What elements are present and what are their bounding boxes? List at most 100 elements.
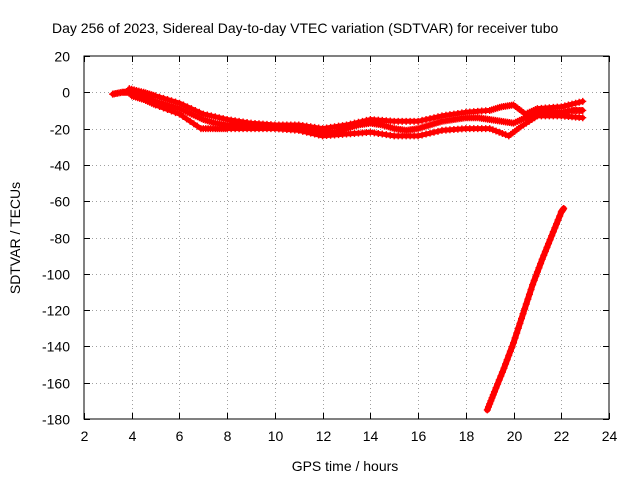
x-tick-label: 2: [81, 428, 89, 444]
data-point: [514, 324, 522, 332]
data-point: [489, 126, 497, 134]
data-point: [540, 251, 548, 259]
data-point: [195, 108, 203, 116]
x-tick-label: 4: [129, 428, 137, 444]
data-point: [211, 113, 219, 121]
y-tick-label: -60: [50, 194, 70, 210]
data-point: [554, 216, 562, 224]
series-2: [128, 92, 587, 140]
data-point: [175, 110, 183, 118]
data-point: [494, 380, 502, 388]
data-point: [152, 101, 160, 109]
y-tick-label: -140: [42, 339, 70, 355]
data-point: [560, 204, 568, 212]
data-point: [545, 240, 553, 248]
data-point: [203, 111, 211, 119]
data-point: [418, 131, 426, 139]
x-tick-label: 14: [363, 428, 379, 444]
data-point: [486, 125, 494, 133]
data-point: [307, 129, 315, 137]
data-point: [434, 127, 442, 135]
data-point: [492, 384, 500, 392]
y-axis-label: SDTVAR / TECUs: [7, 182, 23, 294]
data-point: [541, 247, 549, 255]
data-point: [549, 228, 557, 236]
data-point: [533, 268, 541, 276]
data-point: [303, 128, 311, 136]
data-point: [516, 319, 524, 327]
x-tick-label: 22: [554, 428, 570, 444]
data-point: [160, 94, 168, 102]
data-point: [315, 131, 323, 139]
data-point: [529, 281, 537, 289]
data-point: [579, 97, 587, 105]
data-point: [495, 376, 503, 384]
data-point: [551, 224, 559, 232]
series-1: [125, 85, 587, 133]
data-point: [532, 272, 540, 280]
data-point: [168, 97, 175, 105]
y-tick-label: 0: [62, 85, 70, 101]
y-tick-label: -40: [50, 158, 70, 174]
data-point: [191, 106, 199, 114]
y-tick-label: -20: [50, 122, 70, 138]
y-tick-label: 20: [54, 49, 70, 65]
data-point: [187, 105, 195, 113]
data-point: [215, 114, 223, 122]
data-point: [575, 98, 583, 106]
data-point: [495, 128, 503, 136]
data-point: [164, 96, 172, 104]
data-point: [186, 117, 194, 125]
data-point: [498, 129, 506, 137]
data-point: [537, 260, 545, 268]
data-point: [564, 101, 572, 109]
data-point: [522, 300, 530, 308]
data-point: [207, 112, 215, 120]
data-point: [358, 117, 366, 125]
data-point: [521, 305, 529, 313]
data-point: [434, 113, 442, 121]
data-point: [430, 114, 438, 122]
data-point: [568, 100, 576, 108]
data-point: [506, 347, 514, 355]
data-point: [503, 356, 511, 364]
data-point: [160, 104, 168, 112]
data-point: [557, 103, 565, 111]
data-point: [510, 339, 518, 347]
data-point: [362, 116, 370, 124]
x-tick-label: 16: [411, 428, 427, 444]
data-point: [183, 115, 191, 123]
data-point: [538, 255, 546, 263]
data-point: [500, 364, 508, 372]
y-tick-label: -180: [42, 412, 70, 428]
y-tick-label: -80: [50, 231, 70, 247]
data-point: [422, 116, 430, 124]
x-tick-label: 12: [316, 428, 332, 444]
ticks: 2 4 6 8 10 12 14 16 18 20 22 24200-20-40-60-80-100-…: [42, 49, 618, 445]
x-tick-label: 18: [459, 428, 475, 444]
data-point: [343, 121, 350, 129]
data-point: [524, 295, 532, 303]
data-point: [430, 128, 438, 136]
data-point: [422, 130, 430, 138]
x-tick-label: 10: [268, 428, 284, 444]
data-point: [168, 107, 175, 115]
data-point: [527, 286, 535, 294]
data-point: [498, 368, 506, 376]
x-tick-label: 20: [507, 428, 523, 444]
data-point: [418, 116, 426, 124]
data-point: [354, 118, 362, 126]
data-point: [156, 103, 164, 111]
data-point: [219, 115, 227, 123]
data-point: [579, 106, 587, 114]
data-point: [490, 388, 498, 396]
data-points: [109, 85, 587, 414]
data-point: [199, 110, 207, 118]
data-point: [299, 127, 307, 135]
data-point: [497, 372, 505, 380]
data-point: [171, 109, 179, 117]
data-point: [553, 220, 560, 228]
x-tick-label: 8: [224, 428, 232, 444]
data-point: [311, 130, 319, 138]
